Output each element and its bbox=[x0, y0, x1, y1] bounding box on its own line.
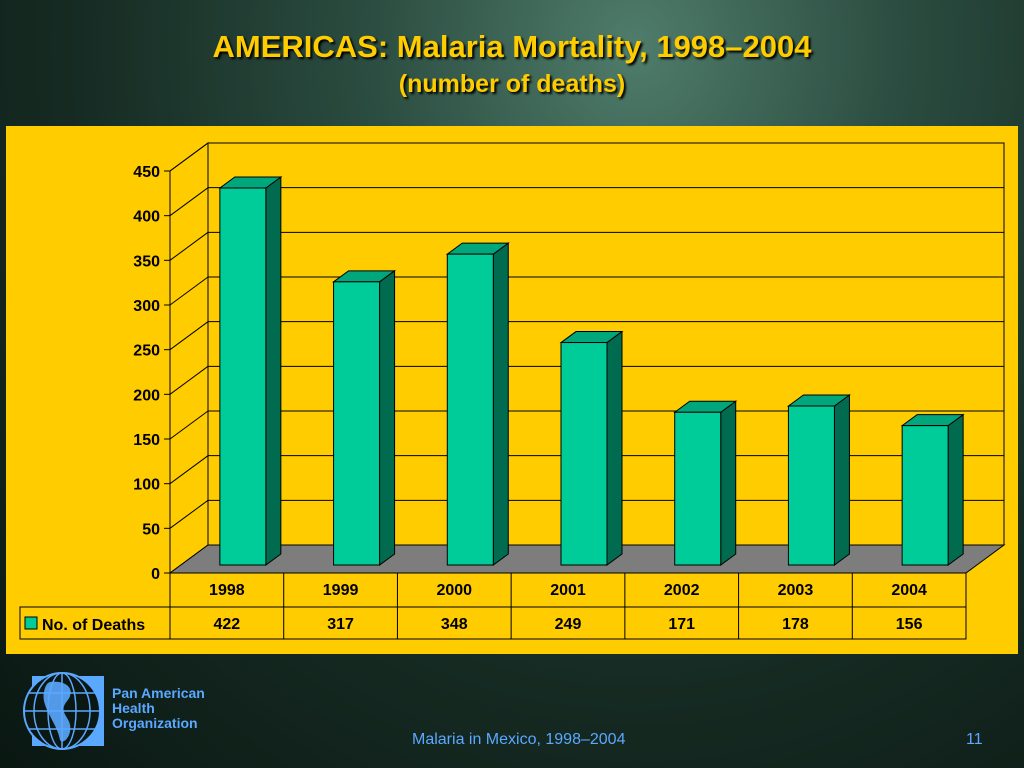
data-label: 249 bbox=[555, 616, 582, 633]
gridline-side bbox=[169, 276, 209, 306]
y-tick-label: 200 bbox=[133, 387, 160, 404]
org-name-line-2: Health bbox=[112, 700, 155, 716]
gridline-side bbox=[169, 187, 209, 217]
bar-side bbox=[379, 269, 396, 566]
bar-side bbox=[492, 242, 509, 566]
chart-panel: 0 50 100 150 200 250 300 350 400 450 1998 422 1999 31… bbox=[6, 126, 1018, 654]
bar-side bbox=[606, 330, 623, 566]
org-name-line-1: Pan American bbox=[112, 685, 205, 701]
x-tick-label: 2000 bbox=[436, 582, 472, 599]
bar-chart: 0 50 100 150 200 250 300 350 400 450 1998 422 1999 31… bbox=[19, 142, 1006, 640]
gridline-side bbox=[169, 231, 209, 261]
x-tick-label: 2004 bbox=[891, 582, 927, 599]
y-tick-label: 400 bbox=[133, 209, 160, 226]
bar bbox=[446, 253, 494, 566]
bar bbox=[787, 405, 835, 566]
data-label: 422 bbox=[214, 616, 241, 633]
legend-swatch bbox=[24, 616, 38, 630]
bar bbox=[901, 425, 949, 566]
bar bbox=[560, 342, 608, 566]
y-tick-label: 50 bbox=[142, 521, 160, 538]
data-label: 348 bbox=[441, 616, 468, 633]
gridline-side bbox=[169, 142, 209, 172]
globe-americas-icon bbox=[23, 672, 104, 750]
data-label: 156 bbox=[896, 616, 923, 633]
x-tick-label: 2001 bbox=[550, 582, 586, 599]
x-tick-label: 1999 bbox=[323, 582, 359, 599]
bar-side bbox=[265, 176, 282, 566]
gridline-side bbox=[169, 321, 209, 351]
y-tick-label: 150 bbox=[133, 432, 160, 449]
slide-title: AMERICAS: Malaria Mortality, 1998–2004 bbox=[212, 29, 812, 64]
bar-side bbox=[947, 413, 964, 566]
data-label: 178 bbox=[782, 616, 809, 633]
gridline-side bbox=[169, 365, 209, 395]
y-tick-label: 450 bbox=[133, 164, 160, 181]
data-label: 317 bbox=[327, 616, 354, 633]
bar bbox=[674, 411, 722, 566]
page-number: 11 bbox=[966, 731, 983, 748]
bar bbox=[333, 281, 381, 566]
y-tick-label: 300 bbox=[133, 298, 160, 315]
x-tick-label: 2003 bbox=[778, 582, 814, 599]
org-name: Pan American Health Organization bbox=[112, 686, 232, 731]
x-tick-label: 1998 bbox=[209, 582, 245, 599]
bar bbox=[219, 187, 267, 566]
data-label: 171 bbox=[668, 616, 695, 633]
data-table-legend-cell bbox=[19, 606, 171, 640]
y-tick-label: 350 bbox=[133, 253, 160, 270]
data-table bbox=[169, 572, 967, 640]
bar-side bbox=[720, 400, 737, 566]
gridline-side bbox=[169, 455, 209, 485]
legend-label: No. of Deaths bbox=[42, 617, 145, 634]
bar-side bbox=[833, 393, 850, 566]
paho-logo: Pan American Health Organization bbox=[20, 670, 230, 752]
gridline-side bbox=[169, 410, 209, 440]
chart-side-wall bbox=[169, 142, 209, 574]
x-tick-label: 2002 bbox=[664, 582, 700, 599]
y-tick-label: 250 bbox=[133, 343, 160, 360]
org-name-line-3: Organization bbox=[112, 715, 198, 731]
slide-subtitle: (number of deaths) bbox=[398, 70, 626, 98]
y-tick-label: 100 bbox=[133, 477, 160, 494]
y-tick-label: 0 bbox=[151, 566, 160, 583]
footer-caption: Malaria in Mexico, 1998–2004 bbox=[412, 731, 626, 748]
gridline-side bbox=[169, 499, 209, 529]
